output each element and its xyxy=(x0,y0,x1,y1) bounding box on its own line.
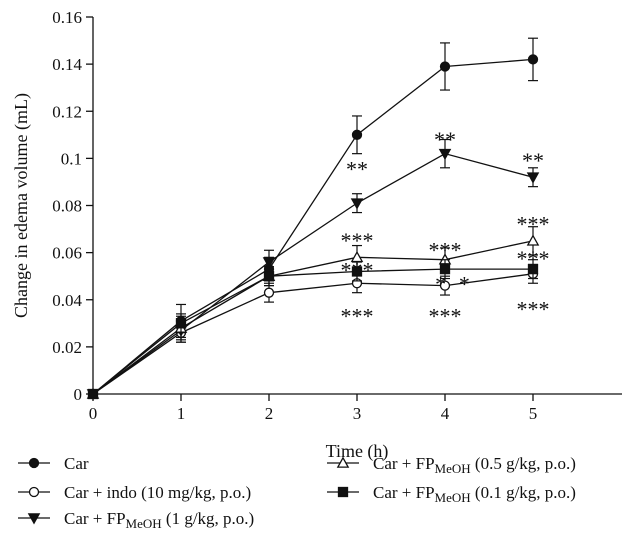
data-point xyxy=(175,318,187,329)
data-point xyxy=(439,280,451,291)
legend-item: Car + FPMeOH (0.1 g/kg, p.o.) xyxy=(327,483,576,505)
x-tick-label: 2 xyxy=(265,404,274,423)
legend-marker xyxy=(27,513,41,525)
x-tick-label: 0 xyxy=(89,404,98,423)
data-point xyxy=(439,61,451,72)
y-tick-label: 0.1 xyxy=(61,149,82,168)
significance-marker: *** xyxy=(341,258,374,283)
data-point xyxy=(526,234,540,246)
significance-marker: *** xyxy=(517,296,550,321)
significance-marker: * xyxy=(435,272,446,297)
significance-marker: ** xyxy=(346,156,368,181)
significance-marker: *** xyxy=(517,212,550,237)
significance-annotations: ********* ********** ******* *** *** xyxy=(341,127,550,329)
series-4 xyxy=(87,259,539,400)
legend-marker xyxy=(28,457,40,469)
data-point xyxy=(527,54,539,65)
y-tick-label: 0.14 xyxy=(52,55,82,74)
significance-marker: *** xyxy=(429,304,462,329)
series-line xyxy=(92,273,534,395)
x-tick-label: 3 xyxy=(353,404,362,423)
legend-label: Car xyxy=(64,454,89,473)
data-point xyxy=(526,172,540,184)
legend: Car Car + indo (10 mg/kg, p.o.) Car + FPMe… xyxy=(18,454,576,531)
y-tick-label: 0.16 xyxy=(52,8,82,27)
y-tick-label: 0.06 xyxy=(52,244,82,263)
legend-marker xyxy=(337,486,349,498)
y-tick-label: 0.08 xyxy=(52,197,82,216)
legend-label: Car + FPMeOH (1 g/kg, p.o.) xyxy=(64,509,254,531)
series-3 xyxy=(86,226,540,399)
y-tick-label: 0.02 xyxy=(52,338,82,357)
significance-marker: *** xyxy=(341,228,374,253)
y-axis-label: Change in edema volume (mL) xyxy=(11,93,32,318)
data-point xyxy=(351,129,363,140)
series-line xyxy=(92,58,534,395)
x-tick-label: 1 xyxy=(177,404,186,423)
data-point xyxy=(438,148,452,161)
series-line xyxy=(92,240,534,395)
series-1 xyxy=(87,263,539,400)
significance-marker: *** xyxy=(429,238,462,263)
significance-marker: ** xyxy=(434,127,456,152)
axes: 0 0.02 0.04 0.06 0.08 0.1 0.12 0.14 0.16 0 1 2 3 4 5 xyxy=(52,8,622,423)
legend-label: Car + FPMeOH (0.1 g/kg, p.o.) xyxy=(373,483,576,505)
legend-marker xyxy=(336,456,350,468)
data-point xyxy=(439,263,451,275)
x-tick-label: 5 xyxy=(529,404,538,423)
legend-item: Car + FPMeOH (1 g/kg, p.o.) xyxy=(18,509,254,531)
data-point xyxy=(263,287,275,298)
data-point xyxy=(527,263,539,275)
series-layer xyxy=(86,37,540,401)
x-tick-label: 4 xyxy=(441,404,450,423)
legend-item: Car + indo (10 mg/kg, p.o.) xyxy=(18,483,251,502)
data-point xyxy=(263,271,275,282)
legend-label: Car + indo (10 mg/kg, p.o.) xyxy=(64,483,251,502)
series-0 xyxy=(87,37,539,400)
x-axis-label: Time (h) xyxy=(326,441,389,462)
y-tick-label: 0 xyxy=(74,385,83,404)
significance-marker: ** xyxy=(522,148,544,173)
data-point xyxy=(87,388,99,400)
legend-label: Car + FPMeOH (0.5 g/kg, p.o.) xyxy=(373,454,576,476)
significance-marker: * xyxy=(459,272,470,297)
significance-marker: *** xyxy=(341,304,374,329)
series-line xyxy=(92,268,533,395)
data-point xyxy=(350,198,364,210)
legend-marker xyxy=(28,486,40,498)
y-tick-label: 0.04 xyxy=(52,291,82,310)
significance-marker: *** xyxy=(517,246,550,271)
legend-item: Car xyxy=(18,454,89,473)
series-line xyxy=(92,152,534,395)
data-point xyxy=(351,266,363,277)
legend-item: Car + FPMeOH (0.5 g/kg, p.o.) xyxy=(327,454,576,476)
y-tick-label: 0.12 xyxy=(52,102,82,121)
data-point xyxy=(262,257,276,269)
